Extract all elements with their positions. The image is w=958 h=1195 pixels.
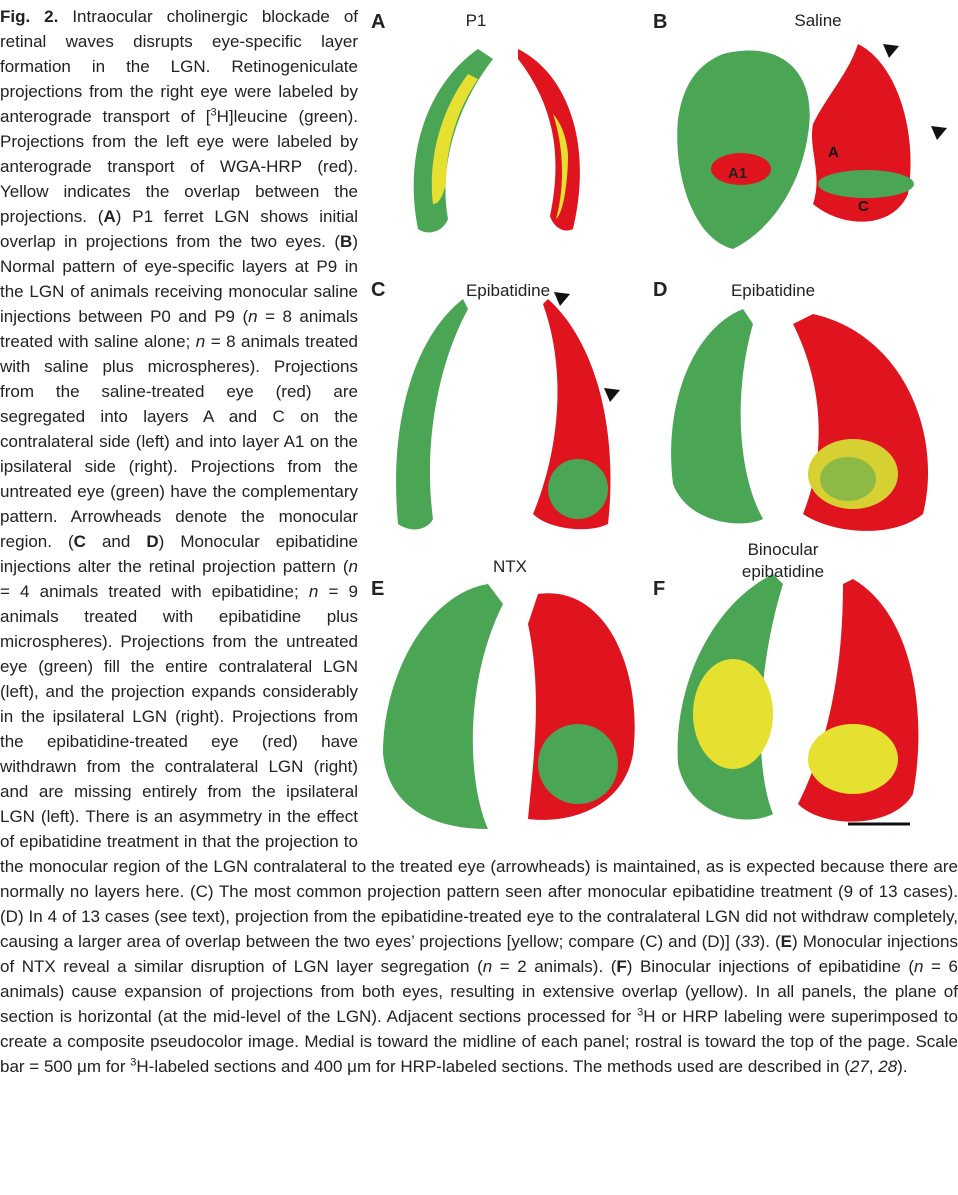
caption-text: 28 <box>878 1057 897 1076</box>
green-patch <box>538 724 618 804</box>
caption-text: C <box>74 532 86 551</box>
caption-text: E <box>781 932 792 951</box>
caption-text: n <box>309 582 318 601</box>
overlap <box>820 457 876 501</box>
caption-text: ). <box>897 1057 907 1076</box>
caption-text: = 4 animals treated with epibatidine; <box>0 582 309 601</box>
caption-text: A <box>103 207 115 226</box>
figure: A P1 B Saline A1 A C C Epibatidine D Epi… <box>368 4 958 836</box>
figure-art <box>368 4 958 836</box>
page-body: A P1 B Saline A1 A C C Epibatidine D Epi… <box>0 0 958 1195</box>
lgn-right <box>518 49 580 231</box>
panel-title: Binocular epibatidine <box>723 539 843 583</box>
panel-f-art <box>678 574 919 822</box>
lgn-left <box>383 584 503 829</box>
panel-label: B <box>653 10 667 35</box>
caption-text: and <box>86 532 146 551</box>
panel-c-art <box>396 292 620 529</box>
panel-label: D <box>653 278 667 303</box>
lgn-left <box>414 49 493 232</box>
panel-label: E <box>371 577 384 602</box>
lgn-left <box>671 309 763 523</box>
caption-text: Fig. 2. <box>0 7 58 26</box>
panel-label: C <box>371 278 385 303</box>
caption-text: D <box>146 532 158 551</box>
panel-title: NTX <box>440 556 580 578</box>
caption-text: n <box>349 557 358 576</box>
panel-title: Epibatidine <box>703 280 843 302</box>
caption-text: n <box>914 957 923 976</box>
caption-text: = 8 animals treated with saline plus mic… <box>0 332 358 551</box>
panel-label: F <box>653 577 665 602</box>
caption-text: n <box>248 307 257 326</box>
page: A P1 B Saline A1 A C C Epibatidine D Epi… <box>0 0 958 1195</box>
overlap <box>808 724 898 794</box>
panel-title: Epibatidine <box>438 280 578 302</box>
panel-b-art <box>677 44 947 249</box>
lgn-left <box>677 51 809 249</box>
caption-text: = 2 animals). ( <box>492 957 616 976</box>
caption-text: ). ( <box>760 932 781 951</box>
panel-title: P1 <box>406 10 546 32</box>
caption-text: 33 <box>741 932 760 951</box>
lgn-left <box>396 299 468 529</box>
panel-e-art <box>383 584 635 829</box>
caption-text: , <box>869 1057 878 1076</box>
caption-text: 27 <box>850 1057 869 1076</box>
caption-text: B <box>340 232 352 251</box>
green-patch <box>548 459 608 519</box>
overlap <box>693 659 773 769</box>
caption-text: F <box>616 957 626 976</box>
arrowhead <box>604 388 620 402</box>
panel-label: A <box>371 10 385 35</box>
layer-label: A1 <box>728 161 747 186</box>
caption-text: n <box>483 957 492 976</box>
layer-label: A <box>828 140 839 165</box>
panel-title: Saline <box>748 10 888 32</box>
panel-a-art <box>414 49 580 232</box>
layer-label: C <box>858 194 869 219</box>
panel-d-art <box>671 309 928 531</box>
arrowhead <box>883 44 899 58</box>
arrowhead <box>931 126 947 140</box>
caption-text: H-labeled sections and 400 μm for HRP-la… <box>136 1057 849 1076</box>
caption-text: ) Binocular injections of epibatidine ( <box>627 957 914 976</box>
caption: A P1 B Saline A1 A C C Epibatidine D Epi… <box>0 0 958 1079</box>
caption-text: n <box>196 332 205 351</box>
